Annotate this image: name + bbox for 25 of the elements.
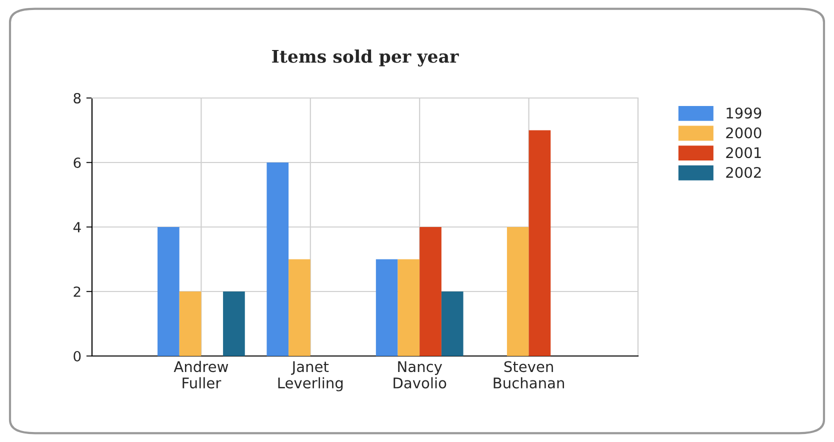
bar (506, 227, 529, 356)
x-tick-label: Nancy Davolio (394, 361, 446, 388)
y-tick-label: 0 (74, 350, 81, 362)
y-tick-label: 4 (73, 222, 81, 232)
legend-label: 2000 (726, 127, 762, 138)
legend-label: 2002 (726, 166, 761, 178)
bar (179, 292, 202, 356)
y-tick-label: 6 (74, 157, 81, 168)
y-tick-label: 8 (74, 92, 81, 104)
y-tick-label: 2 (74, 286, 80, 297)
bar (376, 259, 398, 356)
legend-label: 2001 (726, 147, 761, 158)
bar (266, 162, 289, 356)
bar (528, 130, 551, 356)
x-tick-label: Steven Buchanan (494, 361, 564, 388)
x-tick-label: Janet Leverling (278, 361, 343, 392)
chart-title: Items sold per year (272, 49, 459, 67)
x-tick-label: Andrew Fuller (174, 360, 228, 388)
bar (420, 227, 442, 356)
bar (288, 259, 310, 356)
bar (441, 292, 464, 356)
bar (158, 227, 180, 356)
legend-label: 1999 (726, 108, 762, 119)
bar (398, 259, 420, 356)
bar (223, 292, 245, 356)
